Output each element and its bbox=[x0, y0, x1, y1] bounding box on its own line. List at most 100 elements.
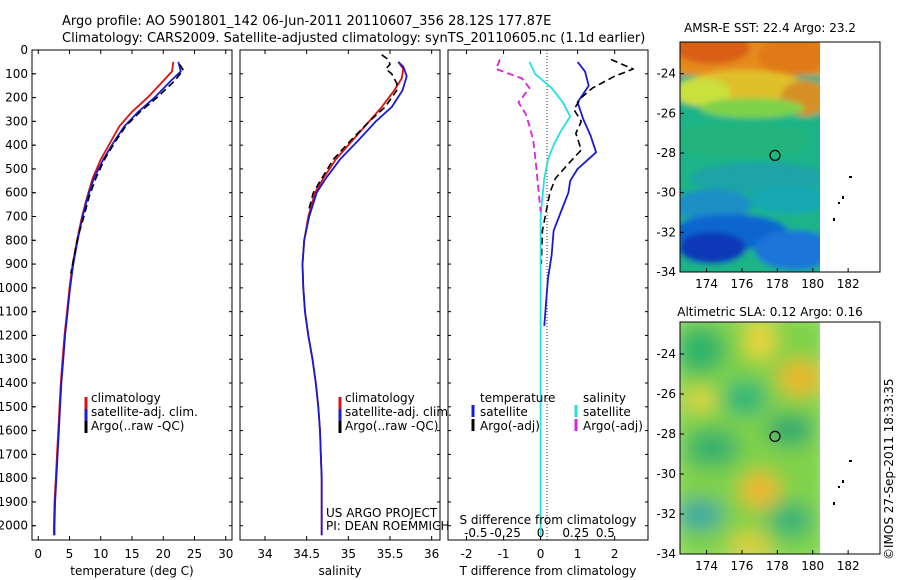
legend-label-satellite-adj: satellite-adj. clim. bbox=[345, 405, 452, 419]
x-tick-label: 15 bbox=[124, 547, 139, 561]
lat-tick-label: -32 bbox=[656, 507, 676, 521]
x-tick-label: 34.5 bbox=[293, 547, 320, 561]
lat-tick-label: -34 bbox=[656, 547, 676, 561]
legend-label-climatology: climatology bbox=[91, 391, 161, 405]
project-note-line2: PI: DEAN ROEMMICH bbox=[326, 519, 449, 533]
legend-label-argo: Argo(..raw -QC) bbox=[91, 419, 184, 433]
salinity-x-axis: 34 34.5 35 35.5 36 bbox=[257, 50, 439, 561]
x-tick-label: 35 bbox=[341, 547, 356, 561]
difference-series bbox=[495, 58, 634, 536]
depth-axis: 0 100 200 300 400 500 600 700 800 900 1000 1100 1200… bbox=[0, 43, 36, 533]
salinity-x-label: salinity bbox=[318, 564, 361, 578]
x-tick-label: 20 bbox=[156, 547, 171, 561]
salinity-axes-frame bbox=[239, 49, 441, 541]
depth-tick-label: 1600 bbox=[0, 424, 28, 438]
sla-map-title: Altimetric SLA: 0.12 Argo: 0.16 bbox=[677, 305, 862, 319]
s-diff-tick-label: 0.5 bbox=[596, 526, 615, 540]
lat-tick-label: -26 bbox=[656, 387, 676, 401]
legend-label-satellite-adj: satellite-adj. clim. bbox=[91, 405, 198, 419]
sst-heatmap bbox=[680, 42, 820, 272]
x-tick-label: 0 bbox=[537, 547, 545, 561]
lat-tick-label: -30 bbox=[656, 186, 676, 200]
sst-map-axes: 174 176 178 180 182 -24 -26 -28 -30 -32 -34 bbox=[656, 67, 859, 291]
sla-map-panel: Altimetric SLA: 0.12 Argo: 0.16 174 176 17… bbox=[656, 305, 881, 573]
depth-tick-label: 100 bbox=[5, 67, 28, 81]
x-tick-label: 5 bbox=[66, 547, 74, 561]
lat-tick-label: -28 bbox=[656, 427, 676, 441]
lon-tick-label: 182 bbox=[837, 559, 860, 573]
series-line-climatology bbox=[301, 61, 405, 536]
series-line-satellite-adj-clim- bbox=[53, 61, 182, 536]
depth-tick-label: 1500 bbox=[0, 400, 28, 414]
depth-tick-label: 1700 bbox=[0, 447, 28, 461]
s-diff-tick-label: -0.5 bbox=[464, 526, 487, 540]
sla-map-islands bbox=[833, 460, 852, 505]
figure-title-line2: Climatology: CARS2009. Satellite-adjuste… bbox=[62, 31, 645, 46]
lat-tick-label: -24 bbox=[656, 67, 676, 81]
lat-tick-label: -28 bbox=[656, 146, 676, 160]
s-difference-x-axis: -0.5 -0.25 0 0.25 0.5 bbox=[464, 526, 615, 540]
temperature-series bbox=[53, 61, 185, 536]
salinity-series bbox=[301, 54, 408, 536]
sst-map-panel: AMSR-E SST: 22.4 Argo: 23.2 bbox=[656, 21, 881, 291]
legend-label-s-argo: Argo(-adj) bbox=[583, 419, 643, 433]
depth-tick-label: 600 bbox=[5, 186, 28, 200]
figure-title-line1: Argo profile: AO 5901801_142 06-Jun-2011… bbox=[62, 14, 551, 29]
lon-tick-label: 178 bbox=[766, 559, 789, 573]
legend-label-s-satellite: satellite bbox=[583, 405, 631, 419]
x-tick-label: 30 bbox=[218, 547, 233, 561]
x-tick-label: -2 bbox=[461, 547, 473, 561]
lon-tick-label: 176 bbox=[730, 277, 753, 291]
sla-heatmap bbox=[680, 322, 820, 554]
lon-tick-label: 180 bbox=[801, 559, 824, 573]
temperature-profile-panel: 0100200300400500600700800900100011001200… bbox=[0, 43, 233, 578]
series-line-argo-raw-qc- bbox=[70, 63, 185, 274]
x-tick-label: -1 bbox=[498, 547, 510, 561]
s-diff-tick-label: 0.25 bbox=[562, 526, 589, 540]
sst-map-title: AMSR-E SST: 22.4 Argo: 23.2 bbox=[684, 21, 856, 35]
temperature-x-axis: 0 5 10 15 20 25 30 bbox=[34, 50, 233, 561]
lon-tick-label: 174 bbox=[695, 277, 718, 291]
project-note-line1: US ARGO PROJECT bbox=[326, 506, 438, 520]
lon-tick-label: 174 bbox=[695, 559, 718, 573]
depth-tick-label: 1100 bbox=[0, 305, 28, 319]
series-line-salinity-satellite bbox=[528, 61, 572, 536]
lat-tick-label: -34 bbox=[656, 265, 676, 279]
sla-argo-position-marker bbox=[769, 430, 781, 442]
series-line-salinity-argo-adj- bbox=[495, 59, 542, 212]
legend-label-climatology: climatology bbox=[345, 391, 415, 405]
s-diff-tick-label: -0.25 bbox=[490, 526, 521, 540]
salinity-profile-panel: 34 34.5 35 35.5 36 salinity climatology sate… bbox=[239, 49, 452, 578]
temperature-x-label: temperature (deg C) bbox=[70, 564, 193, 578]
depth-tick-label: 2000 bbox=[0, 519, 28, 533]
salinity-legend: climatology satellite-adj. clim. Argo(..… bbox=[338, 391, 452, 433]
sst-argo-position-marker bbox=[769, 149, 781, 161]
depth-tick-label: 1300 bbox=[0, 352, 28, 366]
sst-map-islands bbox=[833, 176, 852, 221]
sla-map-frame bbox=[679, 321, 881, 555]
depth-tick-label: 1000 bbox=[0, 281, 28, 295]
lat-tick-label: -24 bbox=[656, 347, 676, 361]
series-line-temperature-argo-adj- bbox=[540, 58, 634, 265]
x-tick-label: 35.5 bbox=[377, 547, 404, 561]
lon-tick-label: 180 bbox=[801, 277, 824, 291]
difference-legend: temperature salinity satellite Argo(-adj… bbox=[471, 391, 643, 433]
temperature-legend: climatology satellite-adj. clim. Argo(..… bbox=[84, 391, 198, 433]
x-tick-label: 36 bbox=[424, 547, 439, 561]
lat-tick-label: -32 bbox=[656, 225, 676, 239]
series-line-satellite-adj-clim- bbox=[301, 61, 408, 536]
depth-tick-label: 400 bbox=[5, 138, 28, 152]
legend-label-t-satellite: satellite bbox=[480, 405, 528, 419]
t-difference-x-label: T difference from climatology bbox=[459, 564, 637, 578]
depth-tick-label: 300 bbox=[5, 114, 28, 128]
x-tick-label: 10 bbox=[93, 547, 108, 561]
lon-tick-label: 176 bbox=[730, 559, 753, 573]
imos-stamp: ©IMOS 27-Sep-2011 18:33:35 bbox=[882, 378, 896, 560]
lat-tick-label: -26 bbox=[656, 106, 676, 120]
legend-label-t-argo: Argo(-adj) bbox=[480, 419, 540, 433]
x-tick-label: 25 bbox=[187, 547, 202, 561]
depth-tick-label: 200 bbox=[5, 91, 28, 105]
x-tick-label: 34 bbox=[257, 547, 272, 561]
difference-profile-panel: -2 -1 0 1 2 -0.5 -0.25 0 0.25 0.5 T difference f… bbox=[447, 49, 649, 578]
